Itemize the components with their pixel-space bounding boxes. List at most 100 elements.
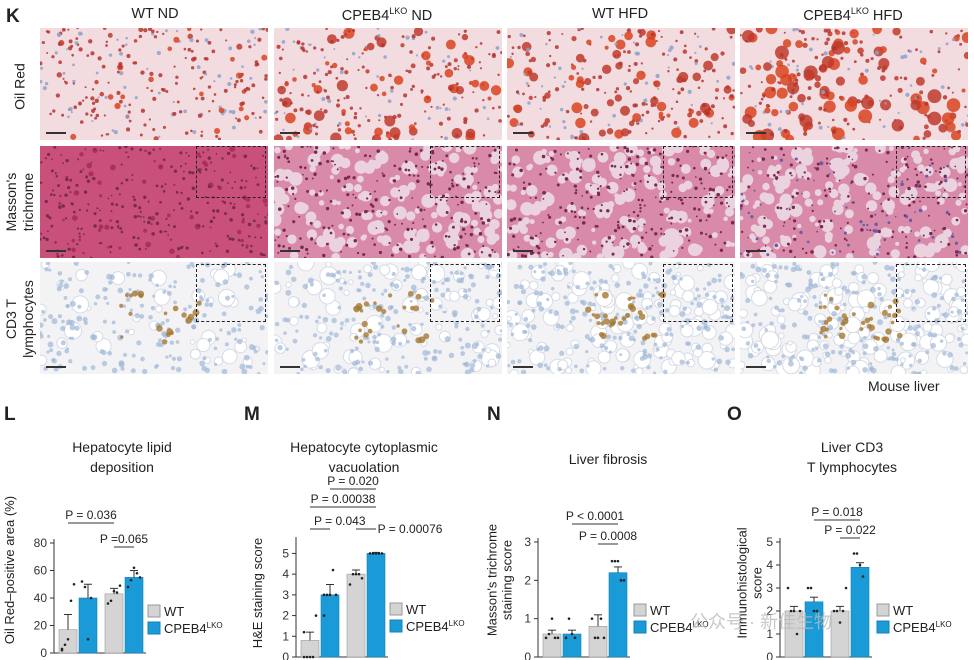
data-point: [812, 609, 816, 613]
data-point: [806, 586, 810, 590]
legend-swatch-cpeb4: [389, 619, 403, 633]
data-point: [109, 599, 113, 603]
data-point: [844, 586, 848, 590]
micrograph-tile: [507, 146, 735, 258]
data-point: [132, 566, 136, 570]
data-point: [798, 609, 802, 613]
legend-label-wt: WT: [406, 602, 426, 617]
p-value-label: P = 0.0008: [579, 529, 637, 543]
col-header-main: CPEB4: [803, 7, 851, 24]
p-value-label: P = 0.00076: [378, 522, 443, 536]
y-axis-title: staining score: [500, 540, 515, 620]
micrograph-tile: [740, 262, 968, 374]
p-value-label: P < 0.0001: [566, 509, 624, 523]
data-point: [564, 636, 568, 640]
chart-title: Liver CD3: [821, 439, 883, 455]
legend-label-wt: WT: [164, 604, 184, 619]
bar: [804, 601, 824, 658]
data-point: [305, 655, 309, 659]
y-axis-title: Masson's trichrome: [485, 524, 500, 636]
y-tick-label: 0: [40, 646, 47, 660]
scale-bar: [513, 250, 533, 252]
data-point: [357, 572, 361, 576]
data-point: [80, 580, 84, 583]
bar: [784, 610, 804, 658]
micrograph-tile: [40, 28, 268, 140]
data-point: [815, 609, 819, 613]
bar: [78, 597, 98, 654]
legend-swatch-cpeb4: [147, 621, 161, 635]
data-point: [792, 609, 796, 613]
data-point: [855, 552, 859, 555]
watermark-text: 公众号 · 新佳生物: [690, 612, 832, 632]
col-header-cpeb4-nd: CPEB4LKO ND: [272, 6, 502, 24]
data-point: [786, 586, 790, 590]
mouse-liver-caption: Mouse liver: [868, 378, 940, 394]
data-point: [550, 617, 554, 620]
data-point: [106, 602, 110, 605]
y-tick-label: 0: [766, 650, 773, 660]
data-point: [570, 632, 574, 636]
bar: [124, 577, 144, 654]
y-axis-title: Oil Red–positive area (%): [2, 496, 17, 644]
y-tick-label: 20: [34, 619, 48, 633]
scale-bar: [46, 366, 66, 368]
data-point: [613, 559, 617, 563]
scale-bar: [746, 250, 766, 252]
inset-box: [430, 264, 500, 322]
data-point: [809, 586, 813, 590]
col-header-suffix: ND: [407, 7, 433, 24]
scale-bar: [280, 250, 300, 252]
data-point: [351, 572, 355, 576]
chart-title: Liver fibrosis: [569, 451, 648, 467]
data-point: [115, 591, 119, 594]
inset-box: [663, 264, 733, 322]
y-tick-label: 2: [282, 609, 289, 623]
data-point: [835, 609, 839, 613]
y-tick-label: 60: [34, 564, 48, 578]
chart-title: T lymphocytes: [807, 459, 897, 475]
scale-bar: [46, 132, 66, 134]
y-tick-label: 0: [524, 650, 531, 660]
row-label-cd3: CD3 T lymphocytes: [3, 259, 37, 379]
y-tick-label: 0: [282, 650, 289, 660]
y-axis-title: score: [750, 567, 765, 599]
bar: [850, 566, 870, 658]
micrograph-tile: [274, 28, 502, 140]
data-point: [544, 636, 548, 640]
legend-label-sup: LKO: [936, 620, 952, 629]
data-point: [596, 636, 600, 640]
micrograph-tile: [274, 146, 502, 258]
micrograph-tile: [740, 28, 968, 140]
p-value-label: P = 0.018: [811, 505, 863, 519]
data-point: [66, 637, 70, 641]
micrograph-tile: [274, 262, 502, 374]
inset-box: [663, 146, 733, 198]
chart-title: Hepatocyte lipid: [72, 439, 172, 455]
inset-box: [896, 146, 966, 198]
data-point: [311, 655, 315, 659]
legend-swatch-cpeb4: [876, 620, 890, 634]
row-label-masson: Masson's trichrome: [3, 142, 37, 262]
inset-box: [896, 264, 966, 322]
y-tick-label: 5: [766, 535, 773, 549]
data-point: [322, 614, 326, 617]
data-point: [377, 552, 381, 555]
row-label-line1: CD3 T: [3, 298, 19, 340]
y-tick-label: 1: [524, 612, 531, 626]
legend-label-wt: WT: [650, 603, 670, 618]
data-point: [622, 579, 626, 582]
row-label-oil-red: Oil Red: [12, 27, 29, 147]
micrograph-tile: [40, 262, 268, 374]
row-label-line1: Masson's: [3, 172, 19, 232]
panel-l-letter: L: [4, 404, 16, 425]
legend-label-cpeb4: CPEB4LKO: [893, 620, 952, 635]
y-tick-label: 80: [34, 536, 48, 550]
legend-label-cpeb4: CPEB4LKO: [406, 619, 465, 634]
data-point: [619, 579, 623, 582]
y-tick-label: 1: [282, 629, 289, 643]
bar: [320, 594, 340, 658]
bar: [562, 633, 582, 658]
data-point: [368, 552, 372, 555]
micrograph-tile: [507, 262, 735, 374]
